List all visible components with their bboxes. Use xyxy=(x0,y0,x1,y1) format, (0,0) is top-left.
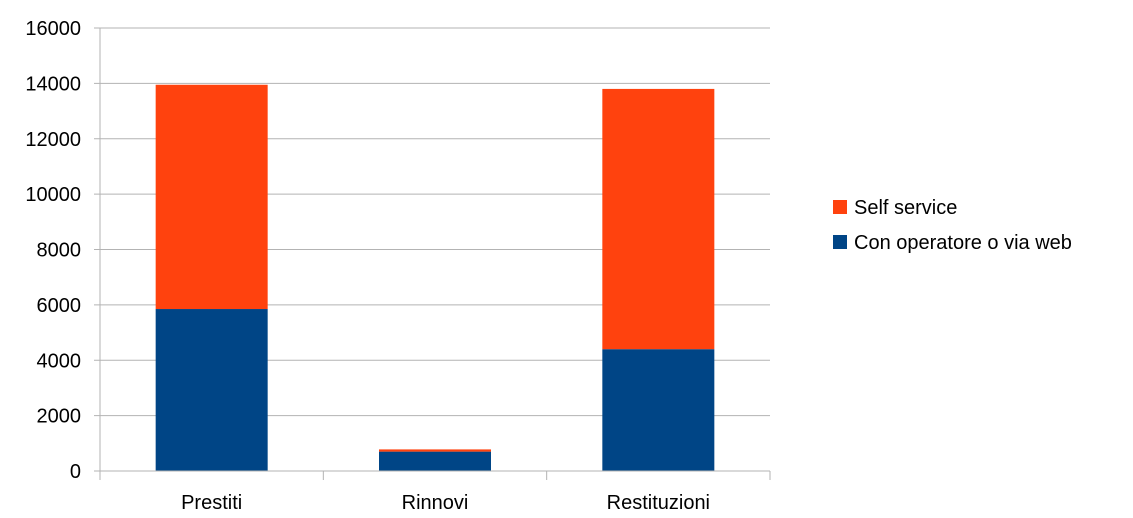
x-category-label: Rinnovi xyxy=(402,492,469,514)
x-category-label: Prestiti xyxy=(181,492,242,514)
legend: Self service Con operatore o via web xyxy=(833,197,1072,254)
legend-swatch xyxy=(833,235,847,249)
y-tick-label: 14000 xyxy=(25,73,81,95)
bar-rinnovi-series-1 xyxy=(379,449,491,452)
bar-prestiti-series-0 xyxy=(155,309,268,471)
legend-label: Self service xyxy=(854,197,957,219)
y-tick-label: 0 xyxy=(70,461,81,483)
y-tick-label: 6000 xyxy=(37,295,82,317)
x-category-label: Restituzioni xyxy=(607,492,710,514)
y-tick-label: 10000 xyxy=(25,184,81,206)
bar-restituzioni-series-1 xyxy=(602,88,715,350)
axes xyxy=(94,27,771,480)
y-tick-labels: 0 2000 4000 6000 8000 10000 12000 14000 16000 xyxy=(25,18,81,483)
y-tick-label: 2000 xyxy=(37,406,82,428)
y-tick-label: 4000 xyxy=(37,350,82,372)
x-category-labels: Prestiti Rinnovi Restituzioni xyxy=(181,492,710,514)
bar-prestiti-series-1 xyxy=(155,84,268,310)
bar-restituzioni-series-0 xyxy=(602,349,715,471)
legend-swatch xyxy=(833,200,847,214)
bar-rinnovi-series-0 xyxy=(379,451,491,471)
y-tick-label: 16000 xyxy=(25,18,81,40)
legend-label: Con operatore o via web xyxy=(854,232,1072,254)
y-tick-label: 8000 xyxy=(37,240,82,262)
y-tick-label: 12000 xyxy=(25,129,81,151)
bars xyxy=(155,84,715,471)
